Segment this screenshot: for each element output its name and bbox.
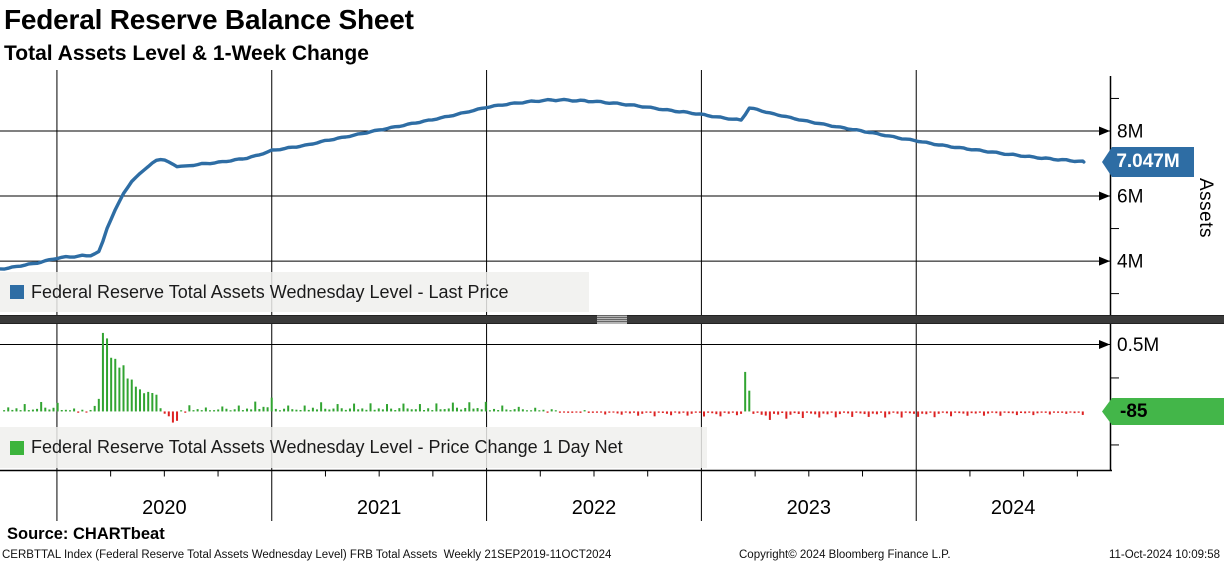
legend-label-level: Federal Reserve Total Assets Wednesday L… <box>31 281 509 302</box>
svg-text:4M: 4M <box>1117 252 1143 273</box>
last-change-badge: -85 <box>1102 398 1224 425</box>
svg-text:0.5M: 0.5M <box>1117 335 1159 356</box>
svg-text:2024: 2024 <box>991 497 1036 519</box>
legend-swatch-green-icon <box>10 440 24 455</box>
footer-ticker-text: CERBTTAL Index (Federal Reserve Total As… <box>2 549 612 561</box>
footer-datetime: 11-Oct-2024 10:09:58 <box>1108 549 1220 561</box>
svg-text:2021: 2021 <box>357 497 402 519</box>
page-title: Federal Reserve Balance Sheet <box>4 4 414 35</box>
legend-total-assets-level: Federal Reserve Total Assets Wednesday L… <box>0 272 589 312</box>
legend-label-change: Federal Reserve Total Assets Wednesday L… <box>31 437 623 457</box>
svg-text:2020: 2020 <box>142 497 187 519</box>
legend-total-assets-change: Federal Reserve Total Assets Wednesday L… <box>0 427 707 468</box>
svg-text:6M: 6M <box>1117 187 1143 208</box>
svg-text:8M: 8M <box>1117 121 1143 142</box>
svg-text:2022: 2022 <box>572 497 617 519</box>
y-axis-title-assets: Assets <box>1195 177 1216 239</box>
panel-divider[interactable] <box>0 315 1224 324</box>
last-price-badge: 7.047M <box>1102 147 1194 177</box>
legend-swatch-blue-icon <box>10 285 24 299</box>
divider-grip-icon[interactable] <box>597 315 627 324</box>
source-label: Source: CHARTbeat <box>7 525 165 543</box>
page-subtitle: Total Assets Level & 1-Week Change <box>4 42 369 65</box>
svg-text:2023: 2023 <box>787 497 832 519</box>
footer-copyright: Copyright© 2024 Bloomberg Finance L.P. <box>739 549 951 561</box>
